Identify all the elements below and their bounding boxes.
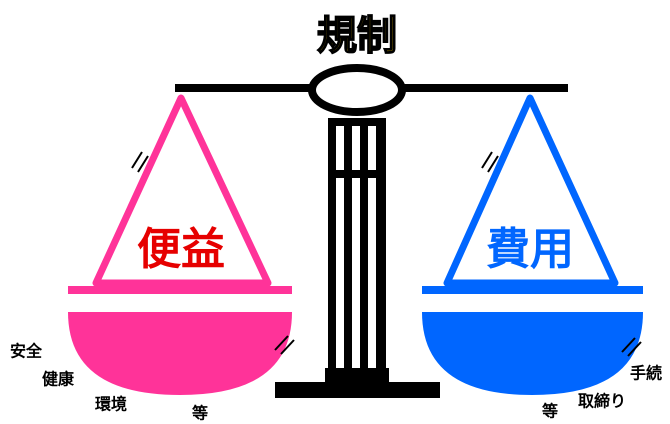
item: 環境 bbox=[95, 395, 127, 414]
pillar bbox=[275, 118, 440, 398]
title: 規制 bbox=[317, 13, 397, 59]
left-pan bbox=[68, 94, 295, 395]
right-pan bbox=[422, 94, 643, 395]
item: 等 bbox=[541, 402, 558, 421]
item: 健康 bbox=[42, 370, 75, 389]
item: 取締り bbox=[578, 392, 626, 411]
item: 手続 bbox=[630, 364, 662, 383]
cost-label: 費用 bbox=[486, 224, 574, 275]
benefit-label: 便益 bbox=[137, 224, 225, 275]
item: 安全 bbox=[10, 342, 43, 361]
pivot bbox=[308, 64, 406, 116]
item: 等 bbox=[191, 404, 208, 423]
